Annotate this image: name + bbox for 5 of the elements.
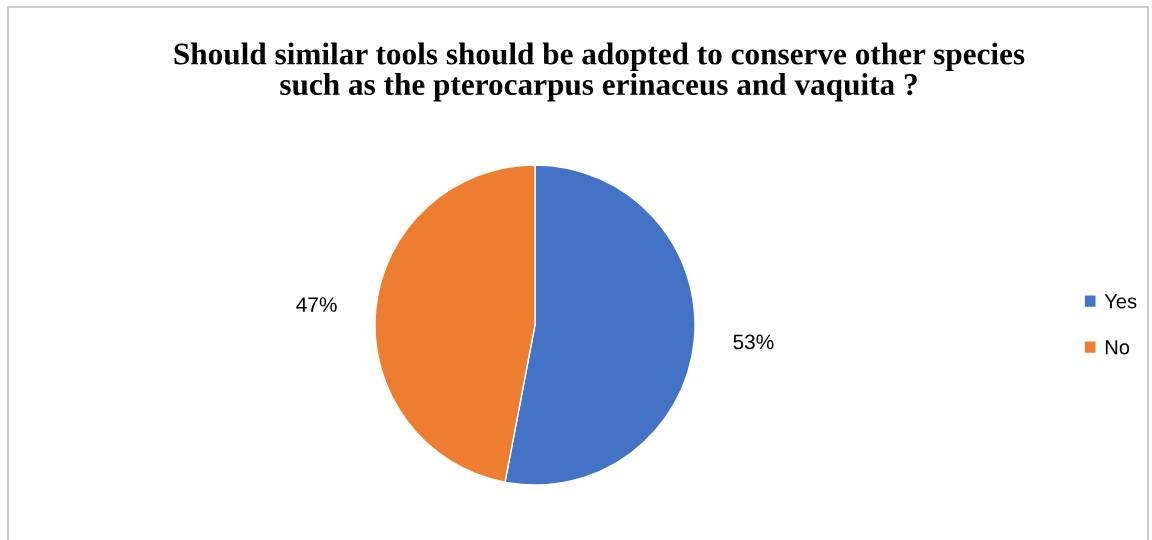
chart-title: Should similar tools should be adopted to conserve other species such as the pterocarpus erinaceus and vaquita ? — [174, 42, 1025, 102]
data-label: 47% — [296, 297, 337, 312]
data-label: 53% — [733, 334, 774, 350]
legend-label: No — [1105, 340, 1130, 355]
legend-label: Yes — [1104, 294, 1137, 309]
